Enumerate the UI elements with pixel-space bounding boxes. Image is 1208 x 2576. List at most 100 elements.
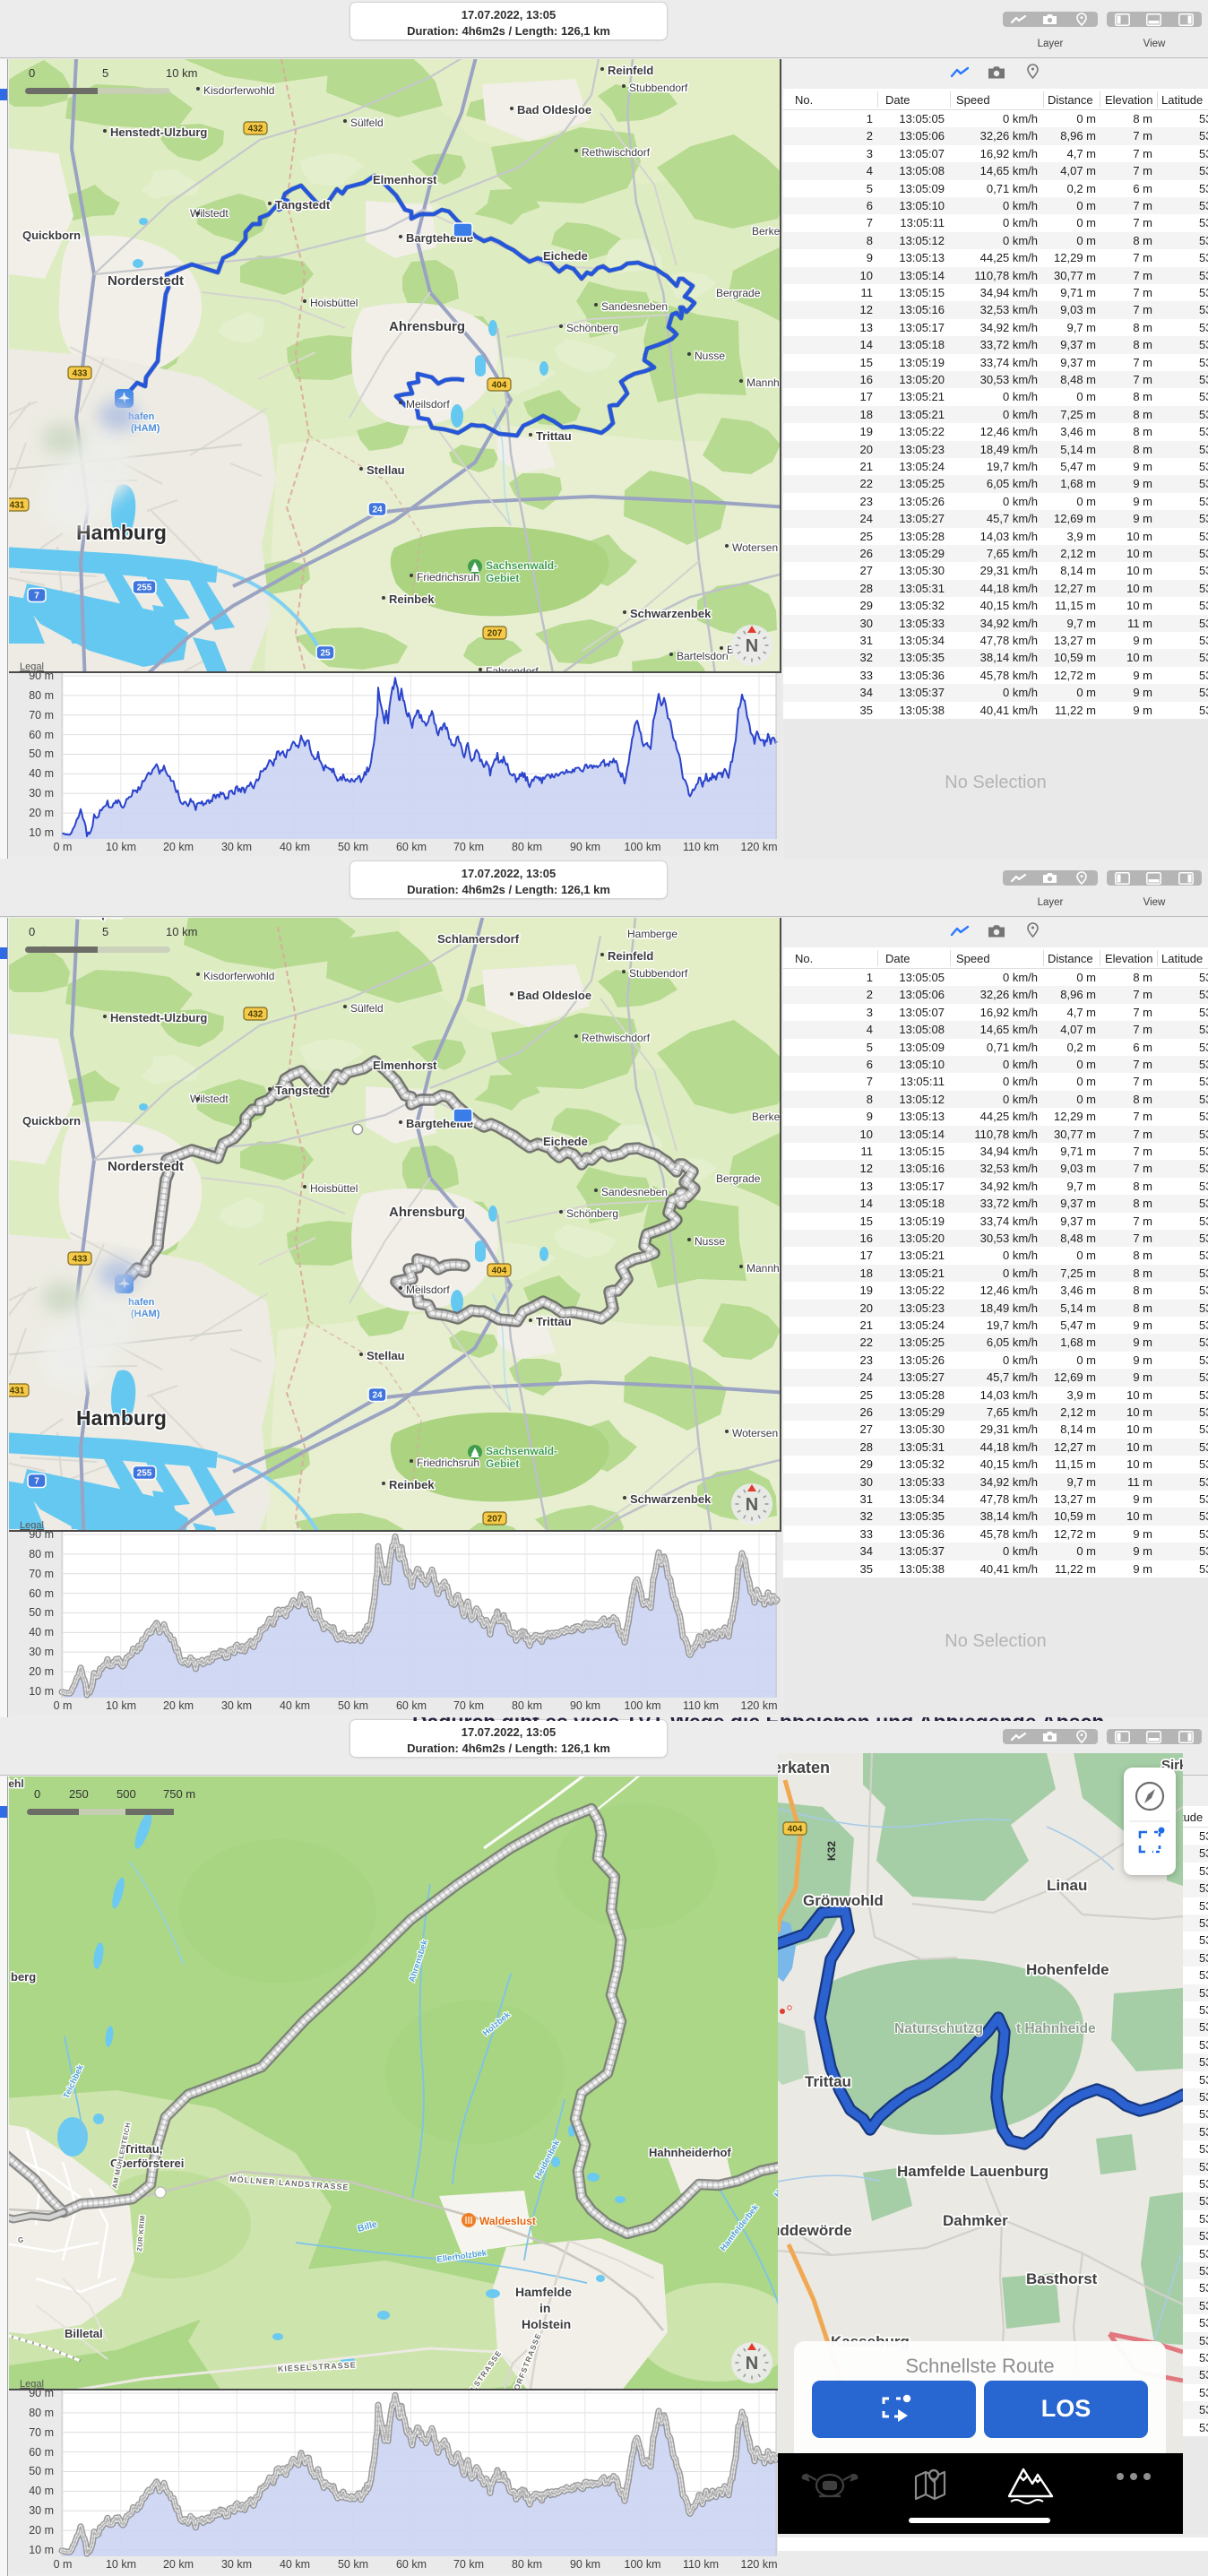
svg-text:5: 5 [102, 925, 108, 938]
svg-text:Bad Oldesloe: Bad Oldesloe [517, 989, 591, 1002]
svg-text:207: 207 [488, 629, 503, 639]
svg-text:Nusse: Nusse [695, 1235, 725, 1248]
svg-text:Rethwischdorf: Rethwischdorf [582, 146, 651, 159]
svg-text:Eichede: Eichede [543, 249, 588, 263]
svg-text:70 m: 70 m [29, 709, 54, 722]
svg-text:70 km: 70 km [453, 841, 484, 853]
svg-text:50 m: 50 m [29, 748, 54, 760]
svg-text:K32: K32 [825, 1841, 838, 1861]
svg-text:0 m: 0 m [54, 2558, 73, 2571]
svg-text:90 km: 90 km [570, 841, 600, 853]
svg-text:Hamburg: Hamburg [76, 1406, 167, 1430]
svg-text:Trittau,: Trittau, [124, 2142, 162, 2156]
svg-text:Quickborn: Quickborn [22, 229, 81, 242]
svg-text:Trittau: Trittau [536, 1315, 572, 1328]
svg-text:Stellau: Stellau [367, 1349, 405, 1362]
svg-text:Rethwischdorf: Rethwischdorf [582, 1032, 651, 1044]
svg-text:Gebiet: Gebiet [486, 1457, 519, 1470]
svg-text:Hamberge: Hamberge [627, 928, 677, 940]
svg-text:110 km: 110 km [683, 2558, 719, 2571]
svg-text:Stubbendorf: Stubbendorf [629, 82, 688, 94]
svg-text:0: 0 [29, 925, 35, 938]
svg-text:Bergrade: Bergrade [716, 1172, 761, 1185]
svg-text:25: 25 [320, 649, 331, 659]
svg-text:Hahnheiderhof: Hahnheiderhof [649, 2146, 731, 2159]
svg-text:Holstein: Holstein [522, 2317, 571, 2331]
svg-text:50 m: 50 m [29, 1606, 54, 1619]
svg-text:60 m: 60 m [29, 729, 54, 741]
svg-text:Wilstedt: Wilstedt [190, 1093, 229, 1105]
svg-text:Reinbek: Reinbek [389, 592, 435, 606]
svg-text:Meilsdorf: Meilsdorf [406, 1284, 450, 1296]
svg-text:30 km: 30 km [221, 2558, 252, 2571]
svg-text:40 m: 40 m [29, 2485, 54, 2497]
svg-text:Sachsenwald-: Sachsenwald- [486, 559, 557, 572]
svg-text:60 km: 60 km [396, 1699, 427, 1712]
svg-text:40 km: 40 km [280, 1699, 310, 1712]
svg-text:24: 24 [372, 506, 383, 515]
svg-text:50 km: 50 km [338, 2558, 368, 2571]
svg-text:10 km: 10 km [166, 925, 197, 938]
svg-text:40 m: 40 m [29, 1626, 54, 1638]
svg-text:Waldeslust: Waldeslust [479, 2215, 536, 2227]
svg-text:80 m: 80 m [29, 2407, 54, 2419]
svg-text:80 m: 80 m [29, 1548, 54, 1560]
svg-text:60 km: 60 km [396, 2558, 427, 2571]
svg-text:Reinfeld: Reinfeld [608, 949, 653, 963]
svg-text:404: 404 [492, 381, 507, 391]
svg-text:255: 255 [137, 583, 152, 593]
svg-text:Hoisbüttel: Hoisbüttel [310, 1182, 358, 1195]
svg-text:5: 5 [102, 66, 108, 80]
svg-text:uddewörde: uddewörde [778, 2222, 852, 2239]
svg-text:(HAM): (HAM) [131, 1309, 160, 1319]
svg-text:Trittau: Trittau [805, 2073, 851, 2090]
svg-text:50 m: 50 m [29, 2465, 54, 2477]
svg-text:Henstedt-Ulzburg: Henstedt-Ulzburg [110, 125, 207, 139]
svg-text:30 m: 30 m [29, 787, 54, 800]
svg-text:Elmenhorst: Elmenhorst [373, 173, 437, 186]
svg-text:t Hahnheide: t Hahnheide [1016, 2021, 1096, 2036]
svg-text:7: 7 [34, 1477, 39, 1487]
svg-text:110 km: 110 km [683, 841, 719, 853]
svg-text:Schönberg: Schönberg [566, 1207, 618, 1220]
svg-text:N: N [746, 1495, 758, 1515]
svg-text:30 m: 30 m [29, 2504, 54, 2517]
svg-text:10 m: 10 m [29, 826, 54, 839]
svg-text:404: 404 [492, 1266, 507, 1276]
svg-text:20 m: 20 m [29, 807, 54, 819]
svg-text:40 km: 40 km [280, 2558, 310, 2571]
svg-text:H: H [772, 2188, 781, 2199]
svg-text:20 km: 20 km [163, 1699, 194, 1712]
svg-text:120 km: 120 km [741, 2558, 778, 2571]
svg-text:Henstedt-Ulzburg: Henstedt-Ulzburg [110, 1011, 207, 1024]
svg-text:Schönberg: Schönberg [566, 322, 618, 334]
svg-text:0: 0 [29, 66, 35, 80]
svg-text:Dahmker: Dahmker [943, 2212, 1008, 2229]
svg-text:0 m: 0 m [54, 1699, 73, 1712]
svg-text:100 km: 100 km [625, 841, 661, 853]
svg-text:in: in [539, 2301, 550, 2315]
svg-text:Trittau: Trittau [536, 429, 572, 443]
svg-text:Hoisbüttel: Hoisbüttel [310, 297, 358, 309]
svg-text:431: 431 [10, 1387, 25, 1396]
svg-text:Elmenhorst: Elmenhorst [373, 1059, 437, 1072]
svg-text:432: 432 [248, 1010, 263, 1020]
svg-text:100 km: 100 km [625, 2558, 661, 2571]
svg-text:40 km: 40 km [280, 841, 310, 853]
svg-text:70 m: 70 m [29, 2426, 54, 2439]
svg-text:Tangstedt: Tangstedt [275, 198, 331, 212]
svg-text:433: 433 [73, 1255, 88, 1265]
svg-text:Hamfelde: Hamfelde [515, 2285, 572, 2299]
svg-text:Vehl: Vehl [9, 1777, 24, 1790]
svg-text:Meilsdorf: Meilsdorf [406, 398, 450, 411]
svg-text:Sachsenwald-: Sachsenwald- [486, 1445, 557, 1457]
svg-text:60 m: 60 m [29, 1587, 54, 1600]
svg-text:120 km: 120 km [741, 841, 778, 853]
svg-text:90 m: 90 m [29, 2390, 54, 2399]
svg-text:70 km: 70 km [453, 1699, 484, 1712]
svg-text:Norderstedt: Norderstedt [108, 273, 184, 289]
svg-text:50 km: 50 km [338, 1699, 368, 1712]
svg-text:Berkenth: Berkenth [752, 1111, 781, 1123]
svg-text:20 m: 20 m [29, 2524, 54, 2537]
svg-text:70 m: 70 m [29, 1568, 54, 1580]
